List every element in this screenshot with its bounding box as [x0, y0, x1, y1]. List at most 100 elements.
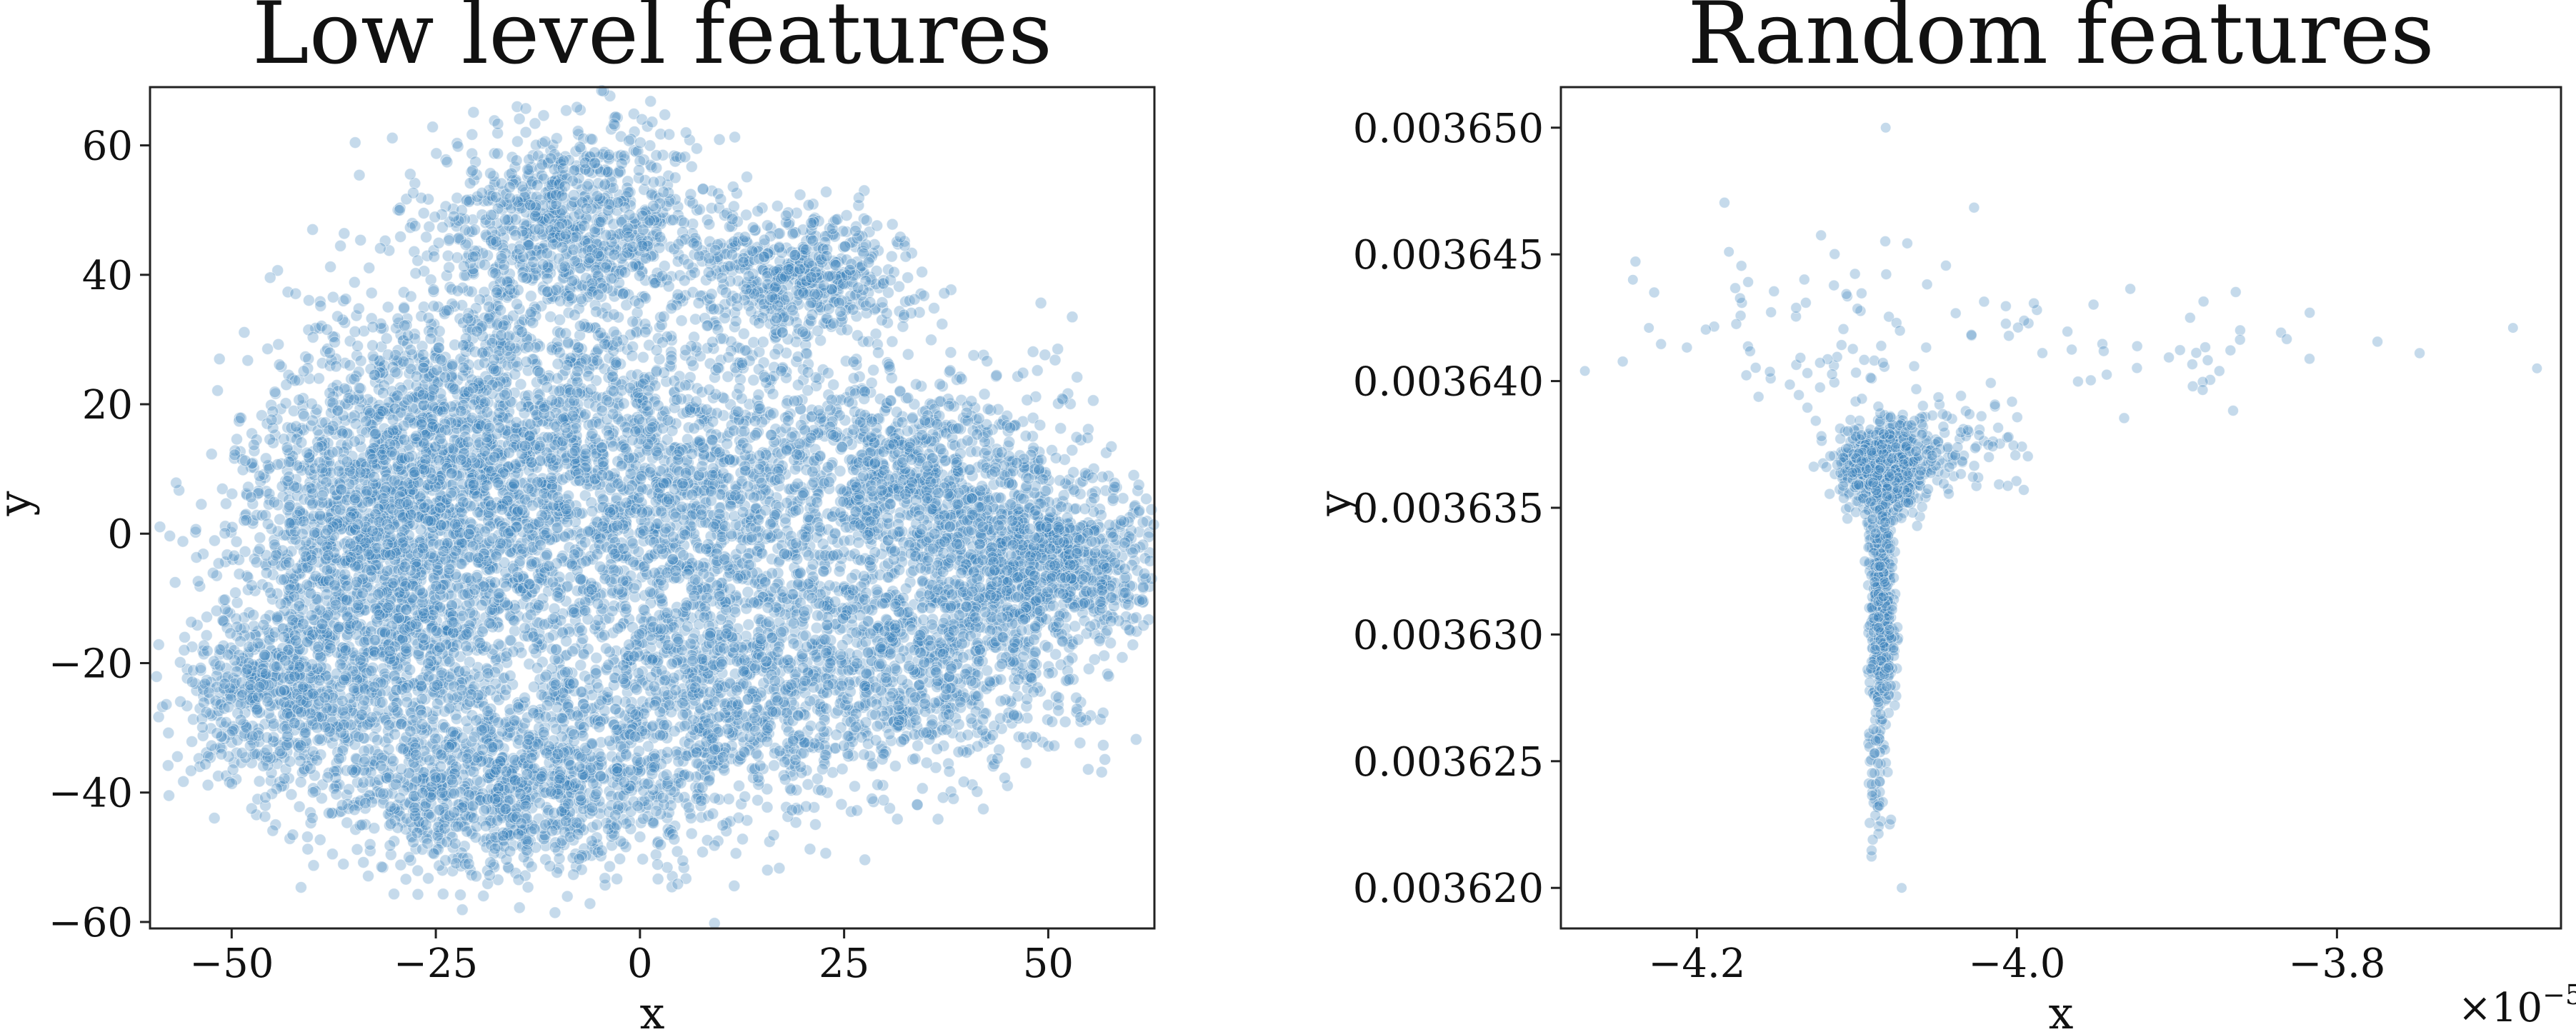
scatter-point — [758, 234, 771, 246]
scatter-point — [797, 326, 809, 339]
scatter-point — [747, 221, 759, 234]
scatter-point — [622, 134, 635, 147]
scatter-point — [365, 286, 378, 299]
scatter-point — [852, 281, 864, 294]
scatter-point — [631, 386, 644, 399]
scatter-point — [559, 228, 572, 241]
scatter-point — [737, 256, 750, 269]
scatter-point — [719, 520, 732, 533]
scatter-point — [673, 445, 686, 458]
scatter-point — [773, 241, 786, 254]
scatter-point — [787, 227, 799, 240]
scatter-point — [802, 366, 814, 379]
scatter-point — [703, 384, 716, 396]
scatter-point — [732, 406, 744, 419]
scatter-point — [822, 270, 835, 283]
scatter-point — [510, 154, 523, 167]
scatter-point — [349, 136, 361, 149]
scatter-point — [324, 261, 337, 274]
scatter-point — [420, 231, 433, 244]
scatter-point — [862, 256, 875, 269]
scatter-point — [349, 325, 361, 338]
scatter-point — [696, 460, 709, 473]
scatter-point — [497, 319, 510, 332]
scatter-point — [727, 181, 739, 194]
scatter-point — [802, 256, 815, 269]
scatter-point — [457, 361, 470, 374]
scatter-point — [749, 429, 762, 441]
scatter-point — [354, 234, 367, 246]
scatter-point — [852, 191, 865, 204]
scatter-point — [254, 531, 266, 544]
scatter-point — [544, 452, 557, 465]
scatter-point — [430, 147, 443, 160]
scatter-point — [461, 312, 474, 325]
scatter-point — [739, 464, 752, 477]
scatter-point — [529, 117, 541, 130]
scatter-point — [805, 296, 818, 309]
scatter-point — [885, 250, 898, 263]
scatter-point — [675, 314, 688, 327]
scatter-point — [504, 191, 516, 204]
scatter-point — [541, 431, 554, 444]
scatter-point — [841, 324, 854, 336]
scatter-point — [780, 209, 792, 222]
scatter-point — [1054, 422, 1067, 435]
scatter-point — [840, 209, 853, 222]
scatter-point — [636, 351, 649, 364]
scatter-point — [727, 424, 740, 437]
scatter-point — [644, 466, 657, 479]
scatter-point — [491, 147, 504, 160]
scatter-point — [742, 270, 755, 283]
scatter-point — [563, 289, 576, 302]
scatter-point — [600, 394, 613, 406]
scatter-point — [657, 186, 670, 199]
scatter-point — [568, 309, 581, 321]
scatter-point — [404, 168, 416, 181]
scatter-point — [639, 326, 652, 339]
scatter-point — [938, 287, 951, 300]
scatter-point — [604, 506, 616, 518]
scatter-point — [740, 283, 753, 296]
scatter-point — [545, 471, 558, 484]
scatter-point — [519, 102, 532, 115]
scatter-point — [772, 299, 784, 312]
scatter-point — [544, 152, 557, 165]
scatter-point — [404, 344, 417, 356]
scatter-point — [441, 156, 454, 169]
scatter-point — [504, 283, 516, 296]
scatter-point — [626, 349, 639, 362]
scatter-point — [314, 299, 327, 312]
scatter-point — [737, 327, 750, 340]
scatter-point — [524, 199, 536, 211]
scatter-point — [642, 384, 655, 397]
scatter-point — [928, 302, 940, 314]
scatter-point — [736, 356, 749, 369]
scatter-point — [690, 142, 703, 155]
scatter-point — [713, 446, 726, 459]
scatter-point — [509, 214, 522, 226]
scatter-point — [586, 505, 599, 518]
scatter-point — [591, 247, 604, 260]
scatter-point — [806, 309, 819, 321]
scatter-point — [884, 274, 897, 286]
scatter-point — [556, 241, 569, 254]
scatter-point — [792, 351, 804, 364]
scatter-point — [820, 250, 833, 262]
scatter-point — [633, 164, 645, 176]
scatter-point — [1021, 394, 1034, 406]
scatter-point — [662, 493, 675, 506]
scatter-point — [679, 151, 692, 164]
scatter-point — [820, 186, 832, 199]
scatter-point — [495, 252, 508, 265]
scatter-point — [672, 238, 685, 251]
scatter-point — [591, 190, 604, 203]
scatter-point — [719, 286, 732, 299]
scatter-point — [757, 336, 769, 349]
scatter-point — [596, 404, 609, 417]
scatter-point — [594, 532, 606, 545]
scatter-point — [669, 511, 682, 523]
scatter-point — [428, 250, 441, 263]
scatter-point — [667, 214, 679, 226]
scatter-point — [510, 416, 523, 429]
